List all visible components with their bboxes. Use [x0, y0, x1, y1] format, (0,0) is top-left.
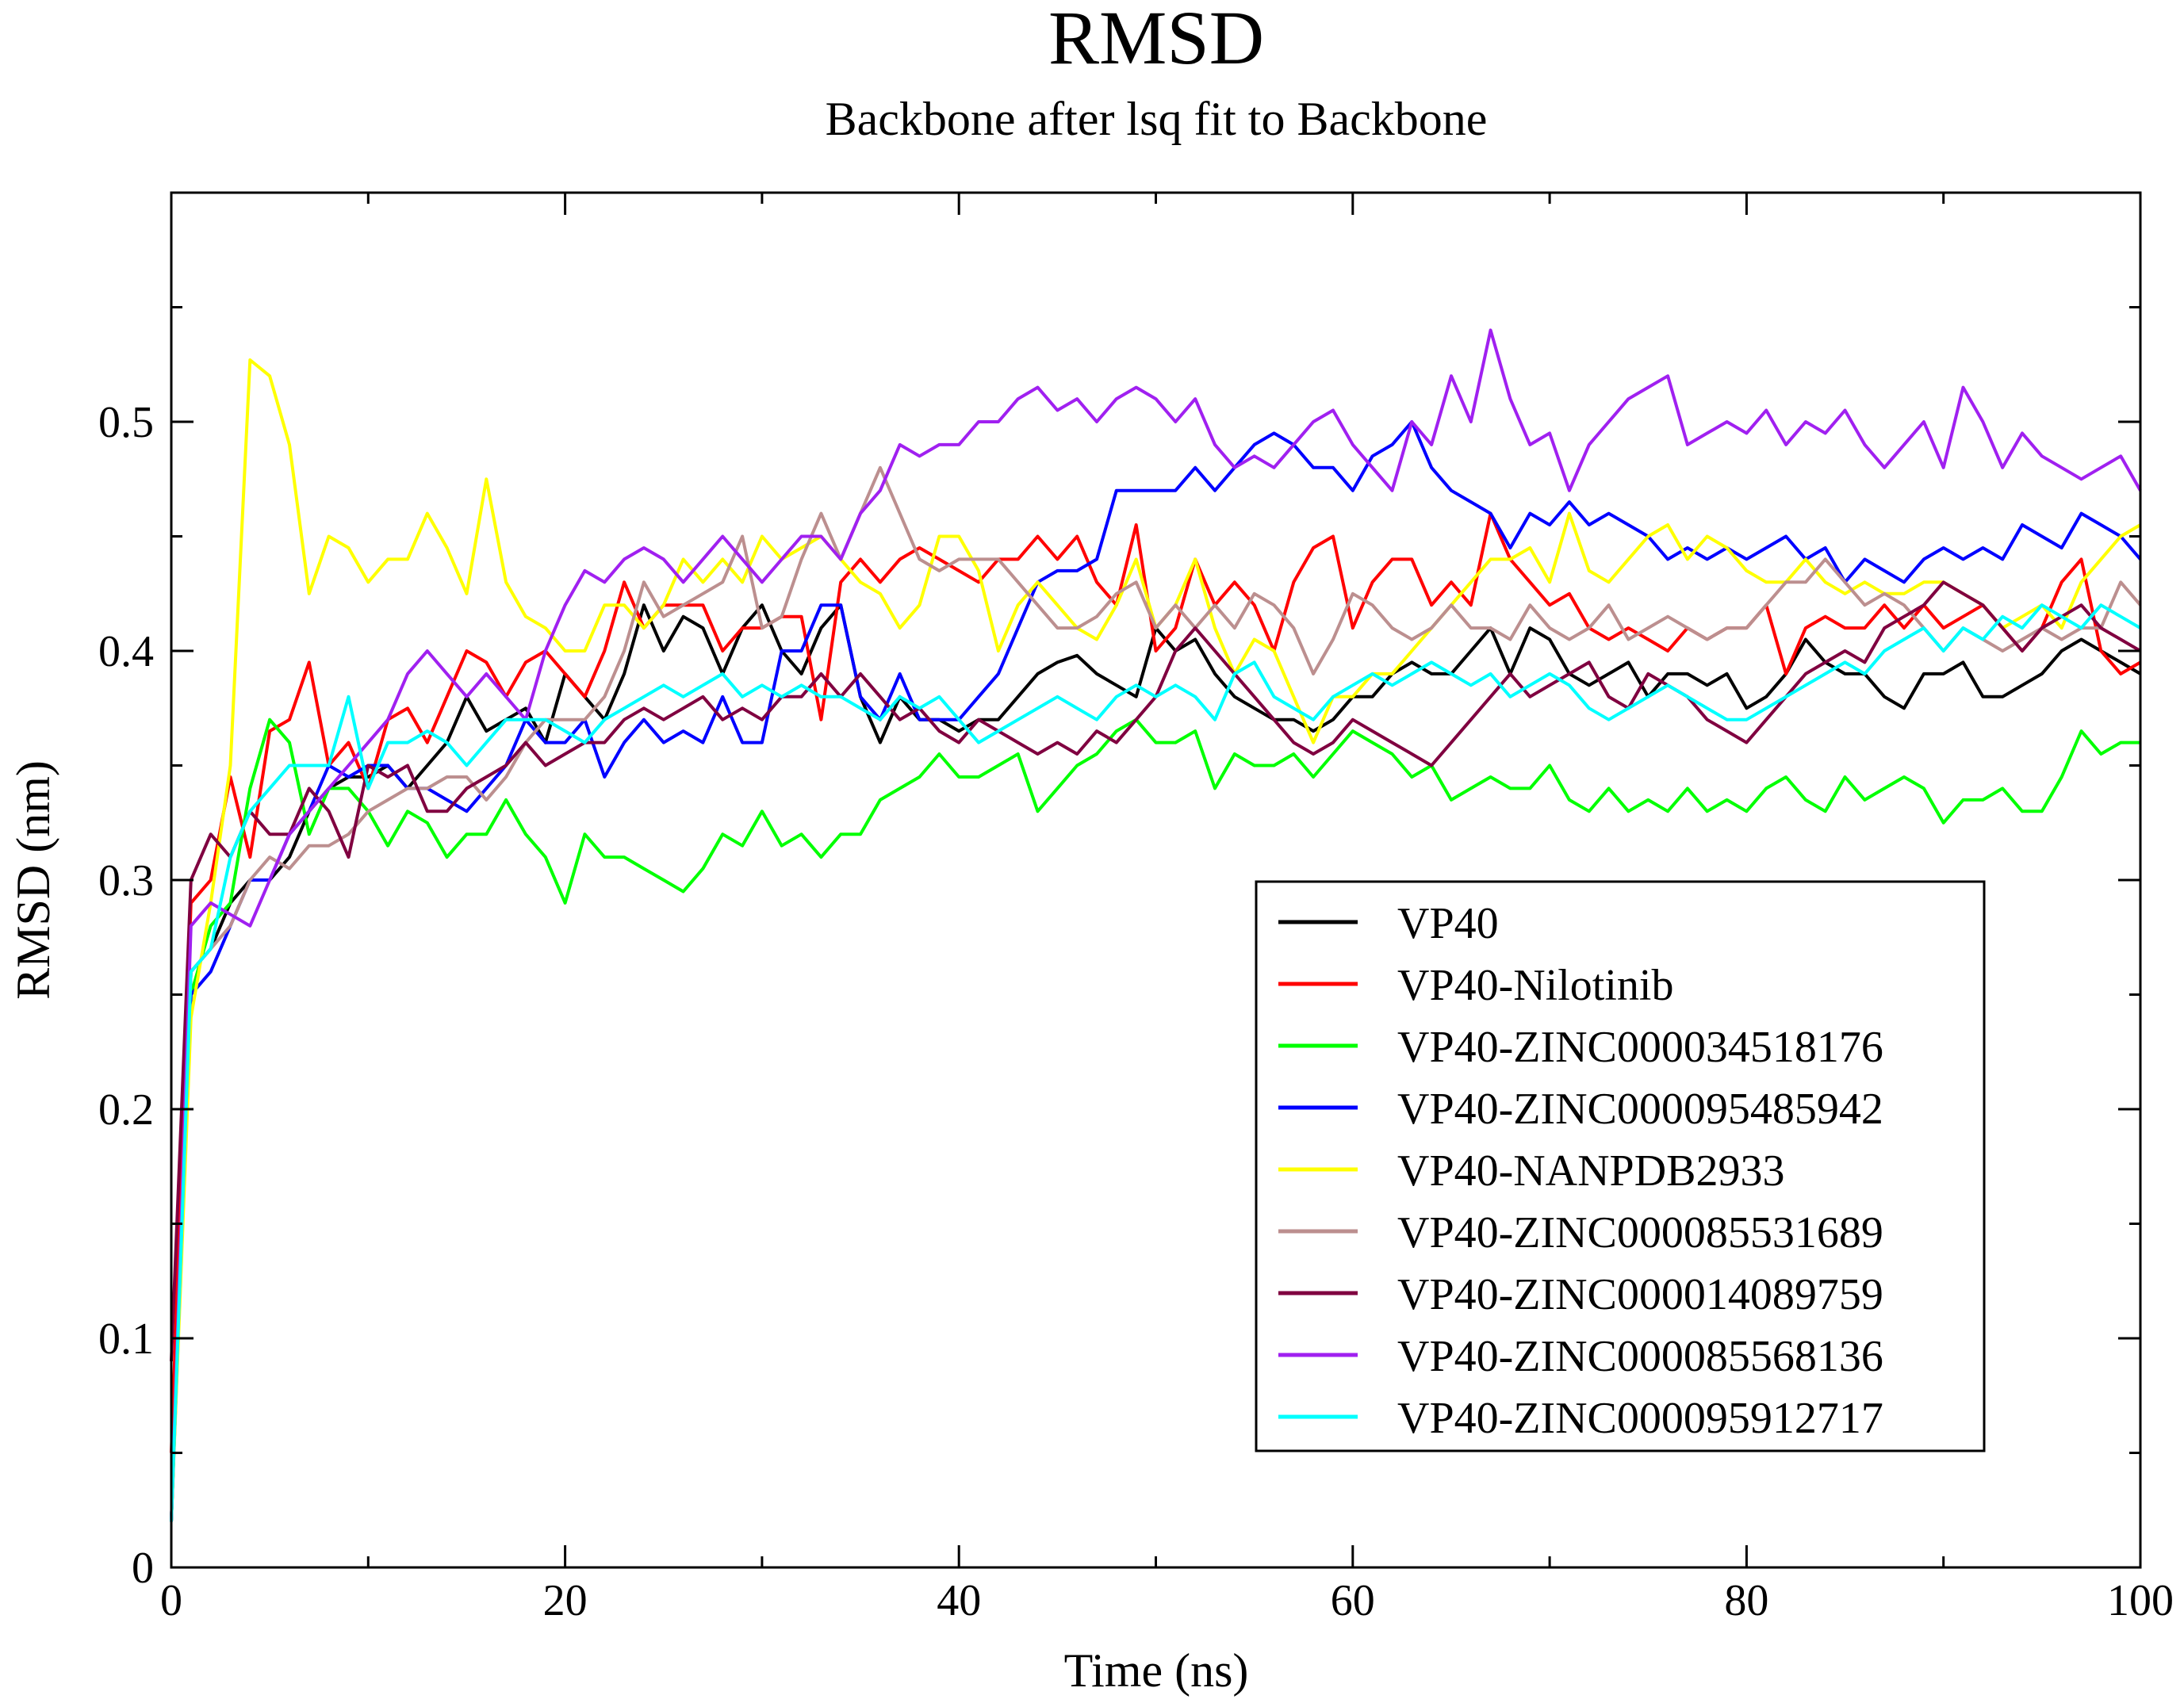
- y-tick-label: 0.5: [98, 398, 154, 447]
- x-axis-label: Time (ns): [1064, 1644, 1249, 1697]
- legend-label: VP40-Nilotinib: [1397, 961, 1673, 1010]
- x-tick-label: 0: [160, 1576, 182, 1625]
- legend-label: VP40-ZINC000095485942: [1397, 1085, 1883, 1134]
- series-line-2: [170, 718, 2140, 1522]
- y-tick-label: 0.1: [98, 1315, 154, 1364]
- legend-label: VP40-ZINC000085531689: [1397, 1208, 1883, 1257]
- legend-label: VP40-ZINC000014089759: [1397, 1270, 1883, 1319]
- x-tick-label: 80: [1724, 1576, 1768, 1625]
- legend-entries: VP40 VP40-Nilotinib VP40-ZINC000034518176 V…: [1278, 899, 1883, 1443]
- y-tick-label: 0.4: [98, 627, 154, 676]
- series-line-3: [170, 420, 2142, 1522]
- chart-title: RMSD: [1048, 0, 1264, 80]
- series-line-8: [170, 603, 2142, 1522]
- legend: VP40 VP40-Nilotinib VP40-ZINC000034518176 V…: [1255, 880, 1986, 1452]
- legend-label: VP40-ZINC000034518176: [1397, 1023, 1883, 1072]
- series-line-1: [170, 511, 2142, 1453]
- legend-label: VP40-ZINC000085568136: [1397, 1332, 1883, 1381]
- y-tick-label: 0.2: [98, 1085, 154, 1135]
- legend-box: [1255, 880, 1986, 1452]
- y-tick-label: 0.3: [98, 856, 154, 905]
- x-tick-label: 40: [937, 1576, 981, 1625]
- series-layer: [170, 328, 2142, 1522]
- ticks-layer: 0 20 40 60 80 100 0 0.1 0.2 0.3 0.4 0.5: [98, 193, 2174, 1625]
- legend-label: VP40-ZINC000095912717: [1397, 1394, 1883, 1443]
- chart-subtitle: Backbone after lsq fit to Backbone: [826, 93, 1488, 145]
- y-tick-label: 0: [132, 1544, 154, 1593]
- y-axis-label: RMSD (nm): [7, 760, 59, 1000]
- legend-label: VP40-NANPDB2933: [1397, 1146, 1785, 1196]
- x-tick-label: 60: [1331, 1576, 1375, 1625]
- x-tick-label: 100: [2107, 1576, 2174, 1625]
- x-tick-label: 20: [543, 1576, 588, 1625]
- series-line-7: [170, 328, 2142, 1522]
- series-line-5: [170, 465, 2142, 1522]
- legend-label: VP40: [1397, 899, 1499, 948]
